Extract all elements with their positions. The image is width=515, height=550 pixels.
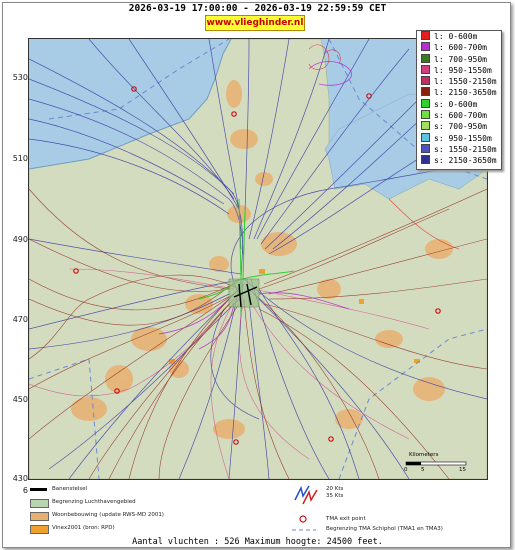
wind-35-key: 35 Kts	[326, 493, 344, 499]
legend-item: l: 950-1550m	[417, 64, 501, 76]
tma-exit-key: TMA exit point	[326, 516, 366, 522]
tma-border-key: Begrenzing TMA Schiphol (TMA1 en TMA3)	[326, 526, 443, 532]
legend-item: l: 700-950m	[417, 53, 501, 65]
legend-label: l: 700-950m	[434, 54, 487, 64]
legend-swatch	[421, 64, 430, 74]
legend-swatch	[421, 132, 430, 142]
y-tick-430: 430	[12, 474, 28, 483]
tma-exit-icon	[299, 515, 307, 523]
legend-label: s: 950-1550m	[434, 133, 492, 143]
legend-item: s: 950-1550m	[417, 132, 501, 144]
legend-swatch	[421, 31, 430, 40]
wind-20-key: 20 Kts	[326, 486, 344, 492]
scale-tick-5: 5	[421, 467, 425, 473]
tma-border-icon	[292, 529, 316, 531]
tracks-red	[29, 188, 487, 479]
legend-swatch	[421, 155, 430, 165]
legend-item: s: 700-950m	[417, 121, 501, 132]
legend-label: s: 700-950m	[434, 122, 487, 132]
legend-item: l: 2150-3650m	[417, 87, 501, 98]
legend-swatch	[421, 76, 430, 86]
legend-swatch	[421, 42, 430, 52]
runway-key: Banenstelsel	[52, 486, 88, 492]
runway-swatch	[30, 488, 47, 491]
tma-exit-points	[73, 86, 441, 445]
legend-label: s: 1550-2150m	[434, 144, 497, 154]
legend-label: s: 600-700m	[434, 111, 487, 121]
legend-item: l: 0-600m	[417, 31, 501, 42]
legend-item: l: 1550-2150m	[417, 76, 501, 87]
legend-swatch	[421, 53, 430, 63]
runway-lines	[233, 283, 258, 308]
legend-label: s: 2150-3650m	[434, 156, 497, 166]
tracks-purple	[158, 61, 352, 350]
legend-item: l: 600-700m	[417, 42, 501, 53]
altitude-legend: l: 0-600m l: 600-700m l: 700-950m l: 950-15…	[416, 30, 502, 170]
vinex-key: Vinex2001 (bron: RPD)	[52, 525, 115, 531]
legend-item: s: 600-700m	[417, 110, 501, 121]
scale-title: Kilometers	[409, 452, 439, 458]
legend-swatch	[421, 98, 430, 108]
housing-swatch	[30, 512, 49, 521]
time-range-title: 2026-03-19 17:00:00 - 2026-03-19 22:59:5…	[128, 3, 387, 14]
scale-bar	[405, 461, 467, 466]
scale-tick-0: 0	[404, 467, 408, 473]
y-tick-470: 470	[12, 315, 28, 324]
wind-arrows-icon	[294, 485, 318, 505]
legend-label: l: 1550-2150m	[434, 77, 497, 87]
airport-key: Begrenzing Luchthavengebied	[52, 499, 136, 505]
legend-label: l: 600-700m	[434, 43, 487, 53]
site-link[interactable]: www.vlieghinder.nl	[205, 15, 305, 31]
legend-item: s: 0-600m	[417, 98, 501, 110]
legend-swatch	[421, 121, 430, 131]
tracks-blue	[29, 39, 487, 479]
legend-label: l: 0-600m	[434, 32, 478, 41]
legend-item: s: 1550-2150m	[417, 143, 501, 155]
vinex-swatch	[30, 525, 49, 534]
map-key: Banenstelsel Begrenzing Luchthavengebied…	[28, 482, 486, 540]
y-tick-510: 510	[12, 154, 28, 163]
urban-areas	[71, 80, 453, 439]
legend-label: l: 2150-3650m	[434, 88, 497, 98]
legend-swatch	[421, 143, 430, 153]
legend-item: s: 2150-3650m	[417, 155, 501, 166]
airport-swatch	[30, 499, 49, 508]
y-tick-450: 450	[12, 395, 28, 404]
flight-summary: Aantal vluchten : 526 Maximum hoogte: 24…	[132, 537, 383, 547]
north-sea-coast	[29, 39, 232, 170]
legend-swatch	[421, 110, 430, 120]
legend-label: s: 0-600m	[434, 99, 478, 109]
legend-swatch	[421, 87, 430, 97]
legend-label: l: 950-1550m	[434, 65, 492, 75]
y-tick-530: 530	[12, 73, 28, 82]
scale-tick-15: 15	[459, 467, 466, 473]
y-tick-490: 490	[12, 235, 28, 244]
housing-key: Woonbebouwing (update RWS-MD 2001)	[52, 512, 164, 518]
